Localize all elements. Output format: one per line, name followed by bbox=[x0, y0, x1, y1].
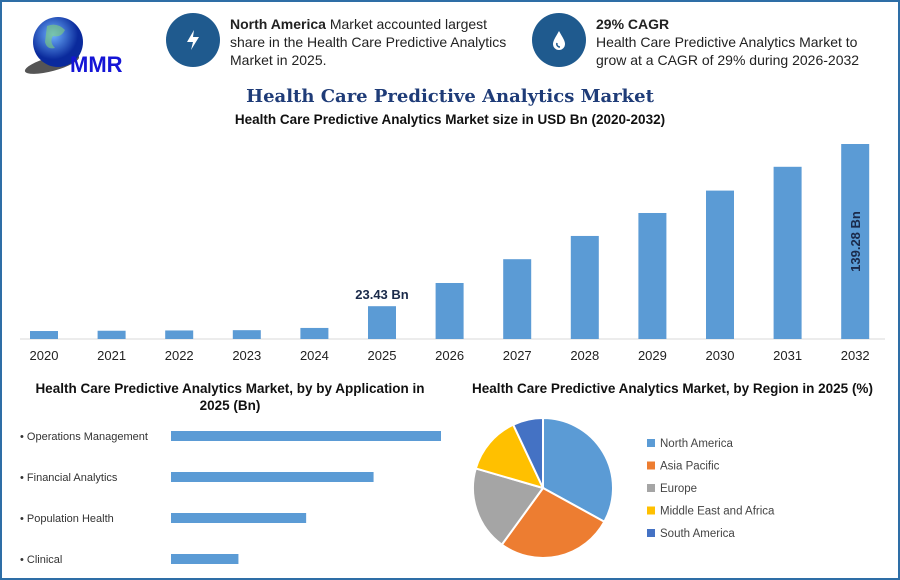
bar-2027 bbox=[503, 259, 532, 339]
legend-swatch bbox=[647, 506, 655, 515]
data-label-2032: 139.28 Bn bbox=[848, 211, 863, 272]
bar-2029 bbox=[638, 212, 667, 339]
bar-chart-title: Health Care Predictive Analytics Market … bbox=[234, 112, 666, 127]
x-tick-2025: 2025 bbox=[368, 348, 397, 363]
bar-population-health bbox=[171, 513, 307, 523]
application-bar-chart: • Operations Management • Financial Analy… bbox=[20, 431, 441, 566]
bar-2026 bbox=[435, 282, 464, 339]
x-tick-2022: 2022 bbox=[165, 348, 194, 363]
north-america-info: North America Market accounted largest s… bbox=[230, 15, 515, 69]
x-tick-2020: 2020 bbox=[30, 348, 59, 363]
legend-swatch bbox=[647, 461, 655, 470]
bar-2021 bbox=[97, 330, 126, 339]
legend-swatch bbox=[647, 439, 655, 447]
x-tick-2026: 2026 bbox=[435, 348, 464, 363]
x-tick-2027: 2027 bbox=[503, 348, 532, 363]
legend-label: Middle East and Africa bbox=[660, 506, 775, 518]
svg-text:MMR: MMR bbox=[70, 52, 123, 76]
bar-operations-management bbox=[171, 431, 441, 441]
x-tick-2030: 2030 bbox=[706, 348, 735, 363]
bar-financial-analytics bbox=[171, 472, 374, 482]
x-tick-2023: 2023 bbox=[232, 348, 261, 363]
slice-north-america bbox=[542, 416, 614, 524]
region-pie-chart: North America Asia Pacific Europe Middle Ea… bbox=[472, 416, 775, 559]
category-label: • Clinical bbox=[20, 554, 62, 566]
market-size-bar-chart: 2020 2021 2022 2023 2024 2025 23.43 Bn 2026 2027… bbox=[20, 144, 885, 363]
bar-clinical bbox=[171, 554, 239, 564]
x-tick-2021: 2021 bbox=[97, 348, 126, 363]
lightning-icon-badge bbox=[166, 13, 220, 67]
info-bold: North America bbox=[230, 16, 326, 32]
legend-label: North America bbox=[660, 438, 733, 450]
legend-label: Asia Pacific bbox=[660, 461, 720, 473]
data-label-2025: 23.43 Bn bbox=[355, 287, 409, 302]
bar-2020 bbox=[30, 331, 58, 339]
cagr-text: Health Care Predictive Analytics Market … bbox=[596, 34, 860, 68]
bar-2023 bbox=[232, 330, 261, 339]
drop-icon-badge bbox=[532, 13, 586, 67]
slice-middle-east-and-africa bbox=[474, 423, 545, 490]
bar-2022 bbox=[165, 330, 194, 339]
x-tick-2024: 2024 bbox=[300, 348, 329, 363]
legend-swatch bbox=[647, 484, 655, 492]
legend-label: Europe bbox=[660, 483, 697, 495]
lightning-icon bbox=[187, 30, 199, 50]
x-tick-2032: 2032 bbox=[841, 348, 870, 363]
bar-2024 bbox=[300, 327, 329, 339]
legend-swatch bbox=[647, 529, 655, 537]
slice-asia-pacific bbox=[500, 486, 606, 559]
bar-2025 bbox=[368, 306, 396, 339]
cagr-title: 29% CAGR bbox=[596, 16, 670, 32]
main-title: Health Care Predictive Analytics Market bbox=[246, 86, 654, 107]
mmr-logo: MMR bbox=[24, 17, 123, 76]
category-label: • Financial Analytics bbox=[20, 472, 118, 484]
bar-2030 bbox=[706, 190, 734, 339]
bar-2028 bbox=[570, 235, 599, 339]
bar-2032 bbox=[841, 144, 870, 339]
slice-europe bbox=[472, 467, 545, 547]
x-tick-2031: 2031 bbox=[773, 348, 802, 363]
application-chart-title: Health Care Predictive Analytics Market,… bbox=[35, 381, 425, 413]
x-tick-2028: 2028 bbox=[570, 348, 599, 363]
legend-label: South America bbox=[660, 528, 735, 540]
slice-south-america bbox=[511, 416, 544, 489]
category-label: • Operations Management bbox=[20, 431, 148, 443]
cagr-info: 29% CAGR Health Care Predictive Analytics… bbox=[596, 15, 886, 69]
drop-icon bbox=[553, 31, 565, 50]
bar-2031 bbox=[773, 166, 802, 339]
x-tick-2029: 2029 bbox=[638, 348, 667, 363]
region-chart-title: Health Care Predictive Analytics Market,… bbox=[472, 381, 873, 396]
info-text: Market accounted largest share in the He… bbox=[230, 16, 507, 68]
category-label: • Population Health bbox=[20, 513, 114, 525]
